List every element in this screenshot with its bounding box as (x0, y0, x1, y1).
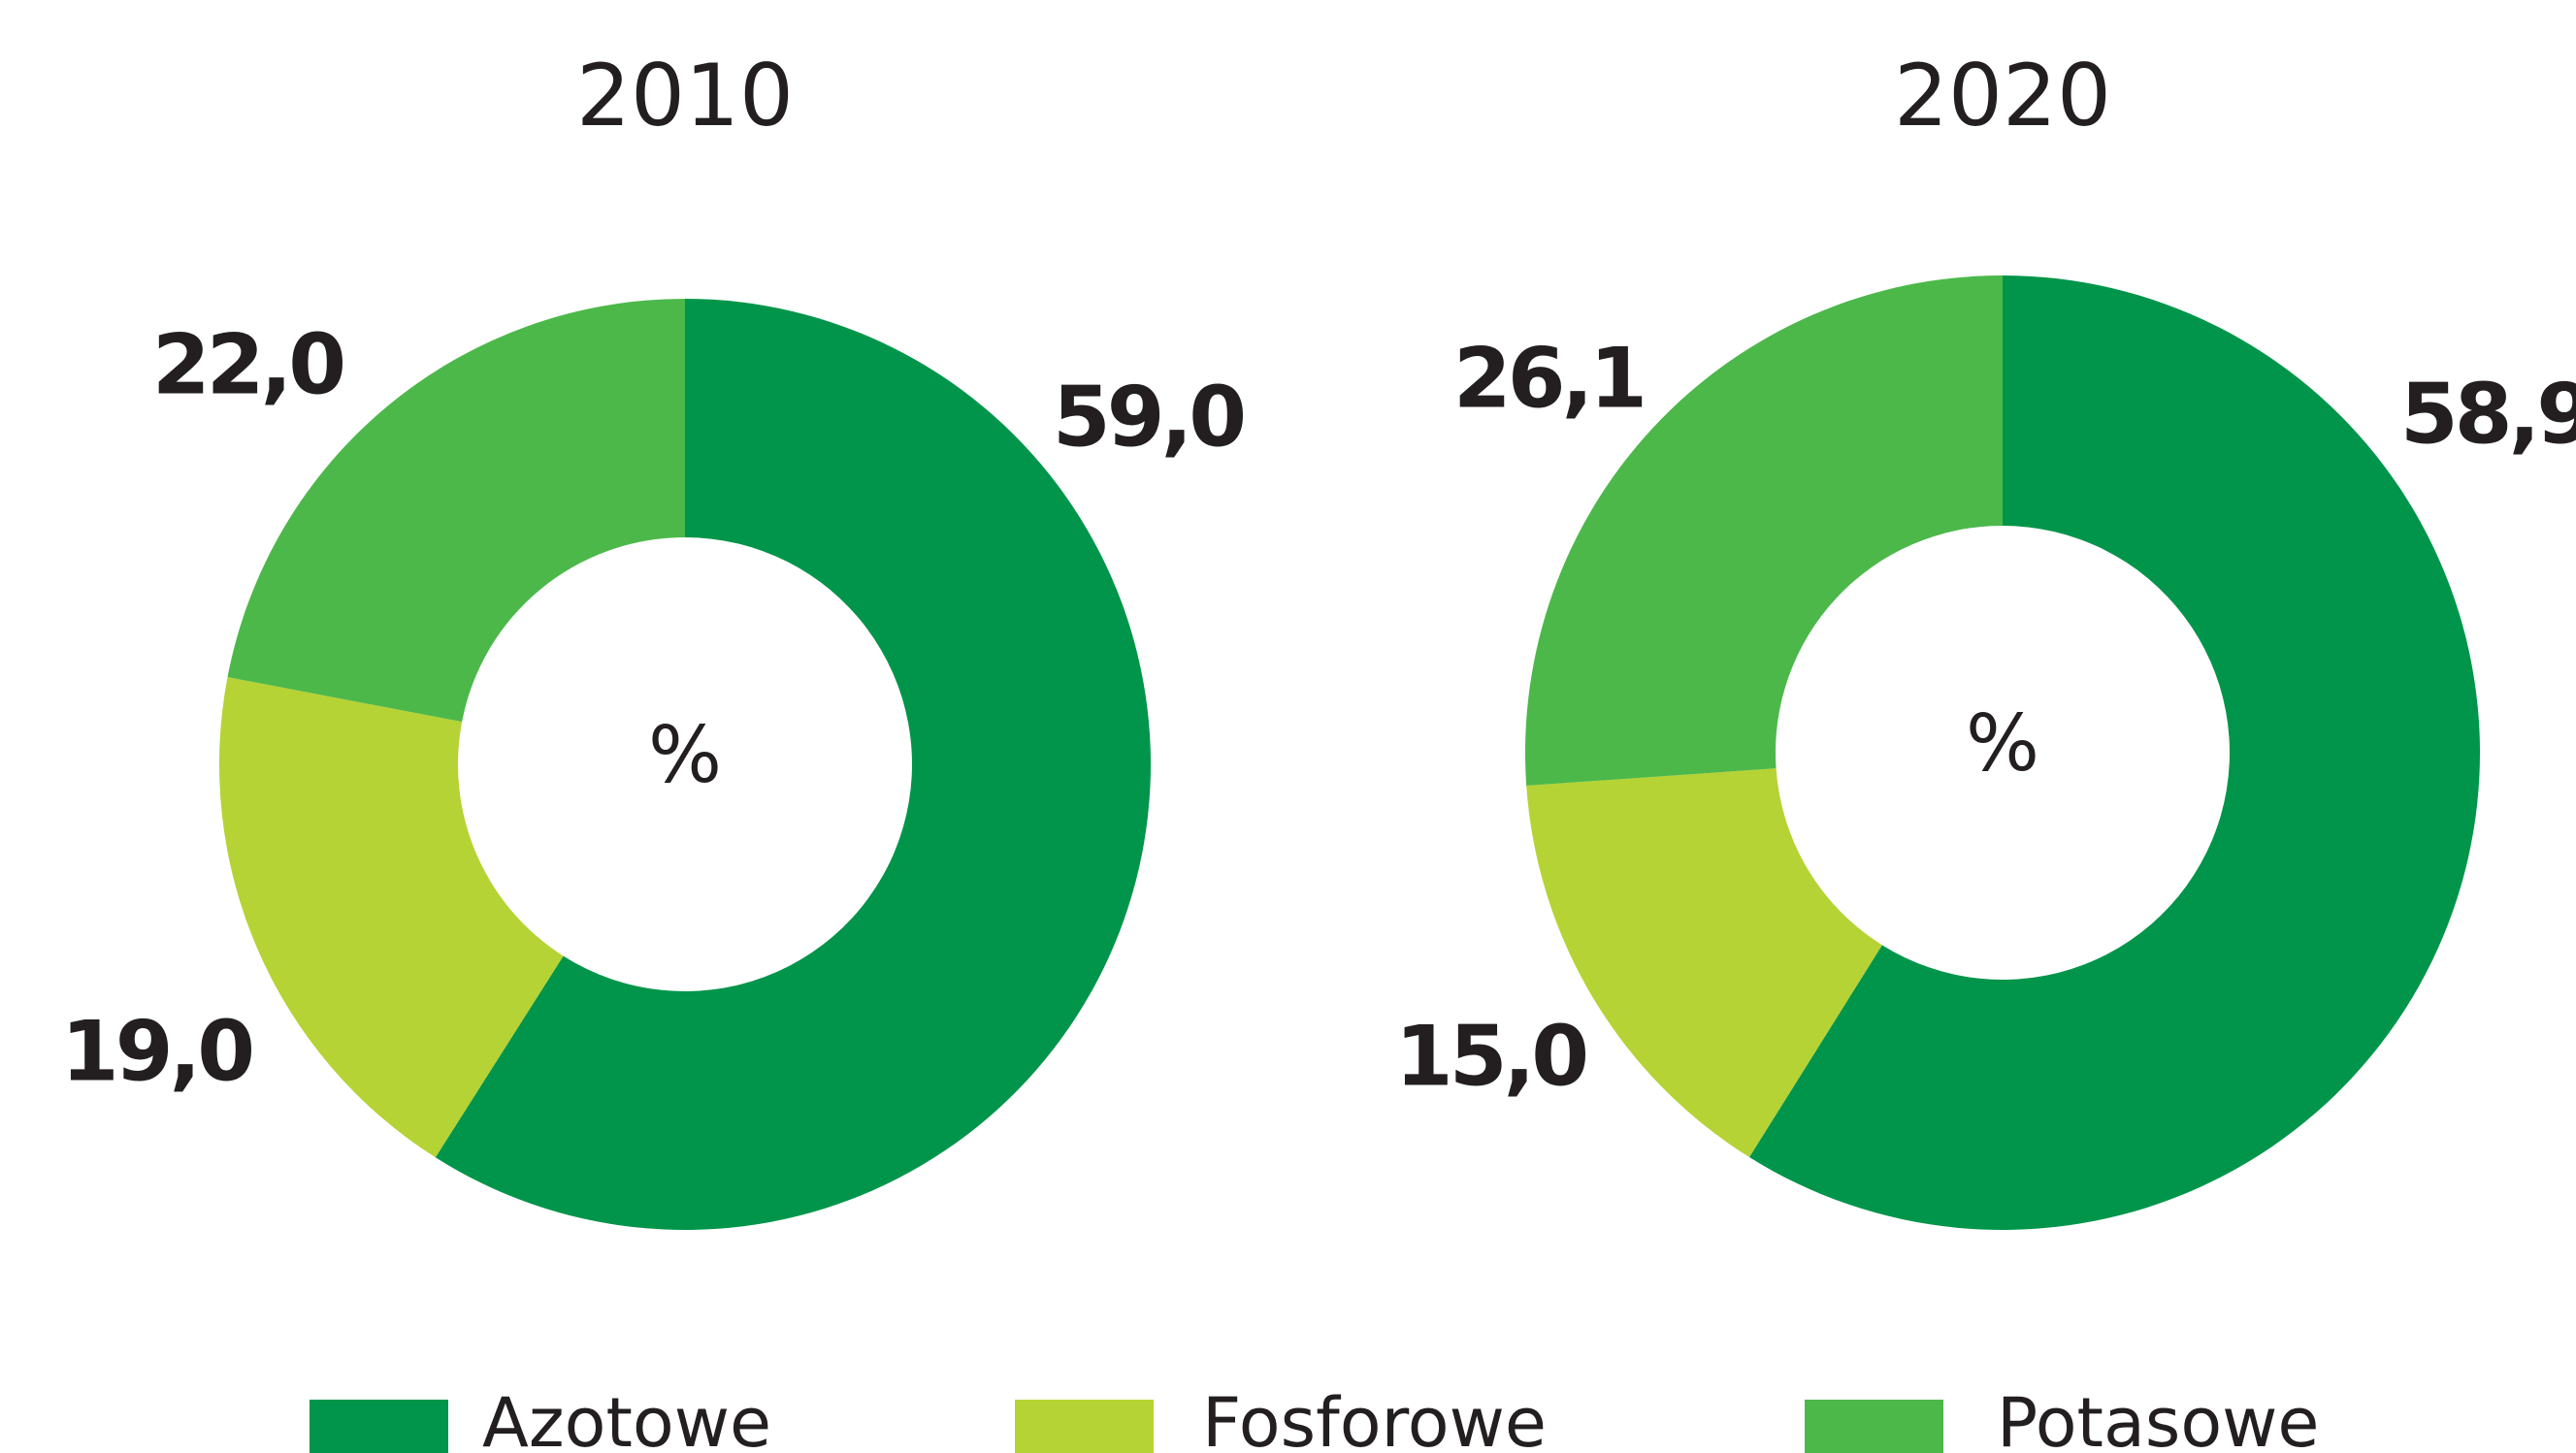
legend-label: Azotowe (482, 1383, 771, 1453)
value-label: 58,9 (2400, 366, 2576, 463)
value-label: 59,0 (1053, 369, 1243, 466)
value-label: 22,0 (152, 316, 342, 413)
chart-title: 2010 (576, 46, 794, 145)
donut-slice (1526, 768, 1882, 1158)
donut-slice (435, 299, 1152, 1230)
center-label: % (1966, 698, 2039, 789)
center-label: % (648, 710, 722, 800)
legend-swatch (1015, 1400, 1154, 1453)
donut-slice (227, 299, 685, 723)
donut-slice (219, 677, 564, 1158)
legend-swatch (310, 1400, 448, 1453)
chart-title: 2020 (1894, 46, 2111, 145)
donut-slice (1748, 275, 2481, 1230)
value-label: 26,1 (1453, 330, 1644, 427)
value-label: 19,0 (61, 1003, 251, 1100)
legend-label: Fosforowe (1202, 1383, 1547, 1453)
donut-slice (1525, 275, 2003, 786)
legend-swatch (1805, 1400, 1943, 1453)
value-label: 15,0 (1395, 1008, 1585, 1105)
legend-label: Potasowe (1997, 1383, 2320, 1453)
